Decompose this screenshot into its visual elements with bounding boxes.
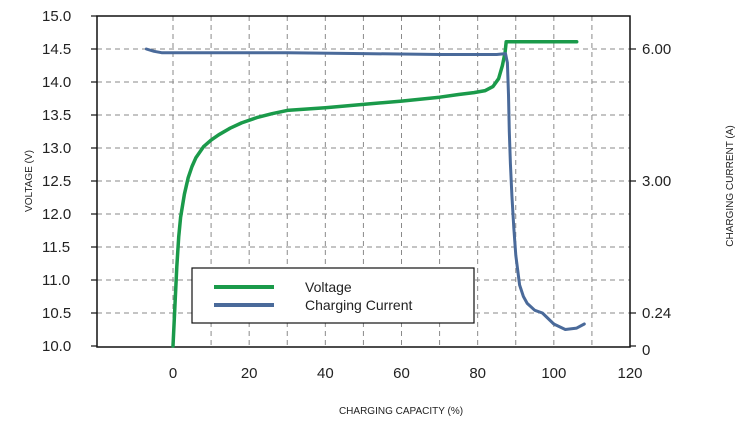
series-lines — [144, 39, 586, 348]
x-tick-label: 80 — [469, 365, 486, 382]
y-axis-title: VOLTAGE (V) — [24, 150, 35, 212]
tick-labels: 10.0 10.5 11.0 11.5 12.0 12.5 13.0 13.5 14.0 14.5… — [42, 8, 671, 382]
legend-label-charging-current: Charging Current — [305, 297, 412, 313]
y-tick-label: 13.5 — [42, 107, 71, 124]
y2-tick-label: 6.00 — [642, 41, 671, 58]
y-tick-label: 11.5 — [42, 239, 70, 256]
series-line-voltage — [171, 39, 579, 348]
x-tick-label: 40 — [317, 365, 334, 382]
x-axis-title: CHARGING CAPACITY (%) — [339, 406, 463, 417]
tick-marks — [91, 15, 636, 347]
y-tick-label: 14.0 — [42, 74, 71, 91]
y-tick-label: 13.0 — [42, 140, 71, 157]
grid-lines — [97, 16, 630, 347]
y-tick-label: 12.0 — [42, 206, 71, 223]
y-tick-label: 10.5 — [42, 305, 71, 322]
legend: Voltage Charging Current — [191, 267, 475, 324]
y-tick-label: 15.0 — [42, 8, 71, 25]
x-tick-label: 0 — [169, 365, 177, 382]
x-tick-label: 20 — [241, 365, 258, 382]
y2-tick-label: 0.24 — [642, 305, 671, 322]
x-tick-label: 120 — [617, 365, 642, 382]
y2-axis-title: CHARGING CURRENT (A) — [725, 125, 736, 246]
legend-box — [191, 267, 475, 324]
x-tick-label: 60 — [393, 365, 410, 382]
y-tick-label: 11.0 — [42, 272, 70, 289]
x-tick-label: 100 — [541, 365, 566, 382]
legend-label-voltage: Voltage — [305, 279, 352, 295]
y2-tick-label: 0 — [642, 342, 650, 359]
y-tick-label: 12.5 — [42, 173, 71, 190]
y-tick-label: 14.5 — [42, 41, 71, 58]
y2-tick-label: 3.00 — [642, 173, 671, 190]
y-tick-label: 10.0 — [42, 338, 71, 355]
series-line-charging-current — [144, 47, 586, 331]
